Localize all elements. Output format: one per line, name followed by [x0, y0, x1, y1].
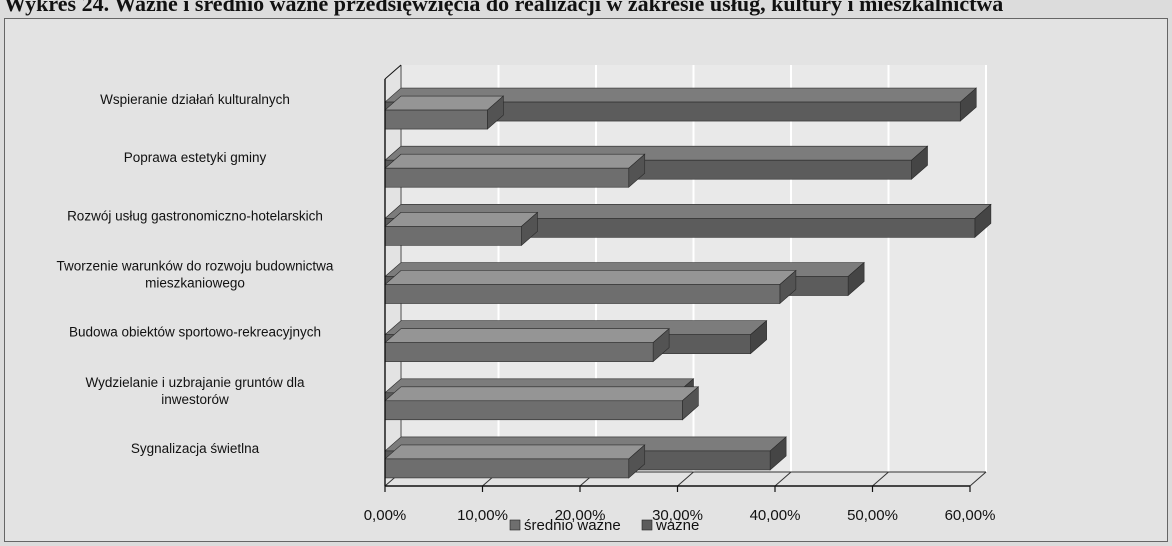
x-tick-label: 30,00%	[652, 507, 703, 524]
x-tick-label: 0,00%	[364, 507, 407, 524]
bar-srednio-wazne	[384, 153, 646, 188]
x-tick-label: 60,00%	[945, 507, 996, 524]
bar-srednio-wazne	[384, 95, 505, 130]
bar-top-face	[384, 212, 539, 227]
bar-top-face	[384, 95, 505, 111]
bar-top-face	[384, 153, 646, 169]
legend-label: średnio ważne	[524, 517, 621, 534]
floor-line	[774, 471, 792, 487]
axis-corner	[384, 64, 402, 80]
floor-line	[677, 471, 694, 487]
bar-front-face	[384, 167, 630, 188]
floor-line	[872, 471, 889, 487]
bar-srednio-wazne	[384, 269, 797, 305]
legend-item: ważne	[641, 517, 699, 534]
bar-top-face	[384, 386, 700, 402]
bar-front-face	[384, 284, 781, 304]
bar-top-face	[384, 328, 670, 343]
bar-front-face	[384, 342, 654, 362]
x-tick-label: 50,00%	[847, 507, 898, 524]
bar-front-face	[384, 400, 683, 421]
category-label: Tworzenie warunków do rozwoju budownictw…	[57, 259, 334, 291]
x-tick-labels: 0,00% 10,00% 20,00% 30,00% 40,00% 50,00% 60,00…	[364, 507, 996, 524]
category-label: Budowa obiektów sportowo-rekreacyjnych	[69, 325, 321, 340]
legend-item: średnio ważne	[509, 517, 621, 534]
bar-srednio-wazne	[384, 386, 700, 421]
category-label: Sygnalizacja świetlna	[131, 441, 260, 456]
bar-top-face	[384, 444, 646, 460]
x-tick-label: 10,00%	[457, 507, 508, 524]
bar-chart: Wspieranie działań kulturalnych Poprawa e…	[57, 64, 996, 534]
category-label: Poprawa estetyki gminy	[124, 150, 267, 165]
bar-srednio-wazne	[384, 444, 646, 479]
x-tick-label: 40,00%	[750, 507, 801, 524]
category-label: Rozwój usług gastronomiczno-hotelarskich	[67, 208, 323, 223]
page-heading: Wykres 24. Ważne i średnio ważne przedsi…	[4, 0, 1004, 16]
bar-front-face	[384, 109, 488, 130]
bars-layer	[384, 87, 992, 479]
category-label: Wspieranie działań kulturalnych	[100, 92, 290, 107]
legend-swatch	[641, 519, 653, 531]
bar-front-face	[384, 458, 630, 479]
chart-frame: Wspieranie działań kulturalnych Poprawa e…	[4, 18, 1168, 542]
bar-front-face	[384, 226, 522, 246]
category-labels: Wspieranie działań kulturalnych Poprawa e…	[57, 92, 334, 456]
bar-wazne	[384, 87, 978, 122]
legend-label: ważne	[655, 517, 699, 534]
legend-swatch	[509, 519, 521, 531]
bar-srednio-wazne	[384, 211, 539, 247]
floor-line	[969, 471, 987, 487]
legend: średnio ważne ważne	[509, 517, 699, 534]
bar-top-face	[384, 270, 797, 285]
axis-layer	[384, 64, 971, 492]
category-label: Wydzielanie i uzbrajanie gruntów dla inwe…	[86, 375, 305, 407]
bar-srednio-wazne	[384, 327, 670, 363]
x-tick-label: 20,00%	[555, 507, 606, 524]
